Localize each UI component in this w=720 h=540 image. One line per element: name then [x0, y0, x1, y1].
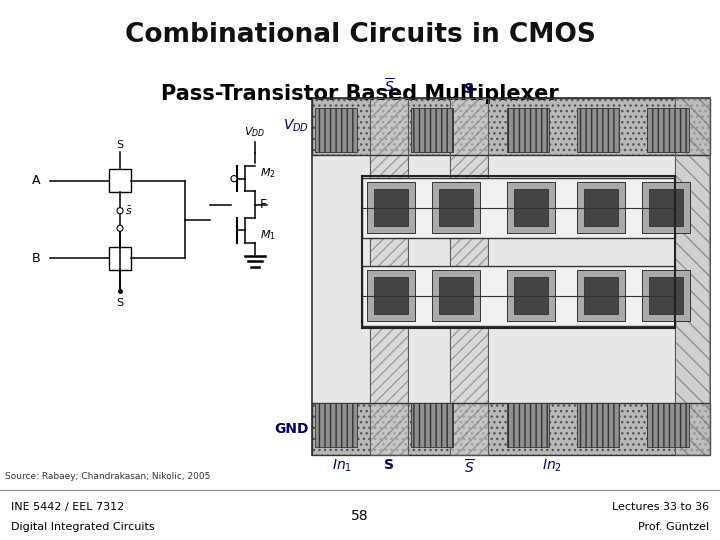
Bar — [109, 170, 131, 192]
Text: S: S — [464, 82, 474, 96]
Text: B: B — [32, 252, 40, 265]
Bar — [315, 403, 357, 447]
Text: F: F — [260, 198, 267, 211]
Bar — [312, 98, 710, 155]
Text: Lectures 33 to 36: Lectures 33 to 36 — [612, 502, 709, 511]
Circle shape — [117, 225, 123, 232]
Bar — [411, 108, 453, 152]
Bar — [450, 98, 488, 455]
Bar — [642, 182, 690, 233]
Bar — [450, 98, 488, 455]
Bar — [577, 269, 625, 321]
Text: $\overline{S}$: $\overline{S}$ — [384, 78, 395, 96]
Bar — [675, 98, 710, 455]
Text: Digital Integrated Circuits: Digital Integrated Circuits — [11, 522, 154, 531]
Text: GND: GND — [274, 422, 309, 436]
Bar — [577, 182, 625, 233]
Text: $V_{DD}$: $V_{DD}$ — [283, 118, 309, 134]
Text: S: S — [117, 298, 124, 308]
Bar — [109, 247, 131, 269]
Bar — [362, 266, 675, 326]
Bar — [370, 98, 408, 455]
Bar — [362, 176, 675, 328]
Bar — [649, 277, 683, 314]
Text: $In_2$: $In_2$ — [542, 458, 562, 475]
Bar — [367, 182, 415, 233]
Bar — [312, 98, 710, 455]
Bar — [584, 189, 618, 226]
Bar — [312, 98, 710, 155]
Bar — [647, 403, 689, 447]
Text: $\bar{s}$: $\bar{s}$ — [125, 205, 132, 217]
Bar — [642, 269, 690, 321]
Bar — [315, 108, 357, 152]
Circle shape — [231, 176, 237, 182]
Bar — [362, 178, 675, 238]
Bar — [432, 269, 480, 321]
Bar — [312, 403, 710, 455]
Text: $M_2$: $M_2$ — [260, 166, 276, 180]
Bar — [514, 189, 548, 226]
Bar — [577, 108, 619, 152]
Bar — [675, 98, 710, 455]
Bar — [507, 403, 549, 447]
Bar — [647, 108, 689, 152]
Text: $V_{DD}$: $V_{DD}$ — [244, 125, 266, 139]
Bar — [577, 403, 619, 447]
Bar — [411, 403, 453, 447]
Text: Source: Rabaey; Chandrakasan; Nikolic, 2005: Source: Rabaey; Chandrakasan; Nikolic, 2… — [5, 472, 210, 481]
Text: $In_1$: $In_1$ — [332, 458, 352, 475]
Bar — [432, 182, 480, 233]
Bar — [370, 98, 408, 455]
Bar — [507, 108, 549, 152]
Bar — [367, 269, 415, 321]
Bar — [514, 277, 548, 314]
Bar — [584, 277, 618, 314]
Text: S: S — [117, 140, 124, 150]
Bar — [507, 269, 555, 321]
Bar — [649, 189, 683, 226]
Bar — [312, 403, 710, 455]
Text: A: A — [32, 174, 40, 187]
Text: S: S — [384, 458, 394, 472]
Circle shape — [117, 207, 123, 214]
Bar — [439, 189, 473, 226]
Text: Combinational Circuits in CMOS: Combinational Circuits in CMOS — [125, 22, 595, 48]
Bar — [374, 189, 408, 226]
Bar — [507, 182, 555, 233]
Text: $\overline{S}$: $\overline{S}$ — [464, 458, 474, 476]
Text: 58: 58 — [351, 509, 369, 523]
Text: $M_1$: $M_1$ — [260, 228, 276, 242]
Text: INE 5442 / EEL 7312: INE 5442 / EEL 7312 — [11, 502, 124, 511]
Bar — [374, 277, 408, 314]
Text: Prof. Güntzel: Prof. Güntzel — [638, 522, 709, 531]
Bar — [439, 277, 473, 314]
Text: Pass-Transistor Based Multiplexer: Pass-Transistor Based Multiplexer — [161, 84, 559, 104]
